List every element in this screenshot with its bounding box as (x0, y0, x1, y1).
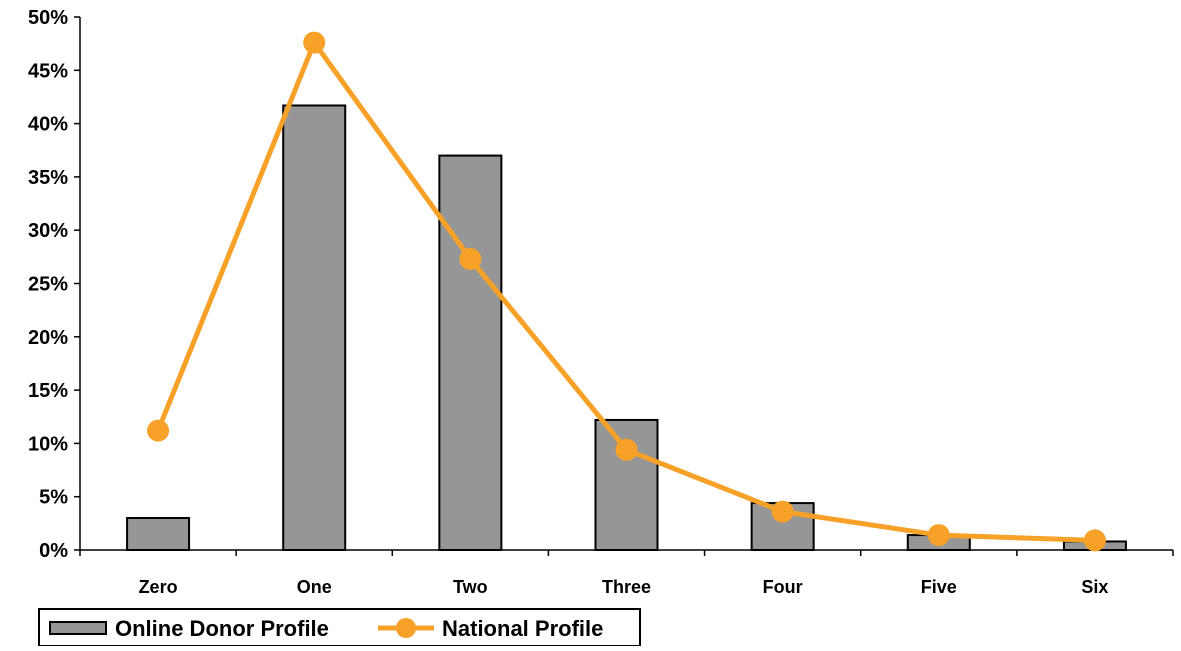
x-tick-label: Four (763, 577, 803, 597)
legend-border (38, 608, 641, 647)
x-tick-label: Five (921, 577, 957, 597)
y-tick-label: 20% (28, 327, 68, 349)
y-tick-label: 30% (28, 220, 68, 242)
point-four (771, 500, 794, 523)
legend-label-national-profile: National Profile (442, 616, 603, 641)
bar-three (594, 418, 659, 551)
legend: Online Donor Profile National Profile (38, 608, 641, 647)
point-five (927, 524, 950, 547)
x-tick-label: Three (602, 577, 651, 597)
x-axis: Zero One Two Three Four Five Six (79, 549, 1174, 597)
legend-swatch-marker-national-profile (396, 618, 416, 638)
bar-zero (126, 517, 191, 552)
y-tick-label: 5% (39, 487, 68, 509)
point-three (615, 438, 638, 461)
point-six (1083, 529, 1106, 552)
y-tick-label: 0% (39, 540, 68, 562)
y-axis: 0% 5% 10% 15% 20% 25% 30% 35% 40% 45% 50% (28, 7, 81, 562)
point-one (303, 31, 326, 54)
point-zero (147, 419, 170, 442)
bar-one (282, 104, 347, 551)
y-tick-label: 15% (28, 380, 68, 402)
y-tick-label: 40% (28, 114, 68, 136)
x-tick-label: Six (1081, 577, 1108, 597)
x-tick-label: Zero (139, 577, 178, 597)
bar-series-online-donor-profile (126, 104, 1127, 552)
y-tick-label: 10% (28, 433, 68, 455)
bar-two (438, 154, 503, 552)
x-tick-label: Two (453, 577, 488, 597)
point-two (459, 247, 482, 270)
y-tick-label: 50% (28, 7, 68, 29)
legend-swatch-online-donor-profile (49, 621, 107, 635)
line-series-national-profile (147, 31, 1106, 552)
y-tick-label: 25% (28, 274, 68, 296)
legend-label-online-donor-profile: Online Donor Profile (115, 616, 329, 641)
y-tick-label: 35% (28, 167, 68, 189)
x-tick-label: One (297, 577, 332, 597)
y-tick-label: 45% (28, 60, 68, 82)
